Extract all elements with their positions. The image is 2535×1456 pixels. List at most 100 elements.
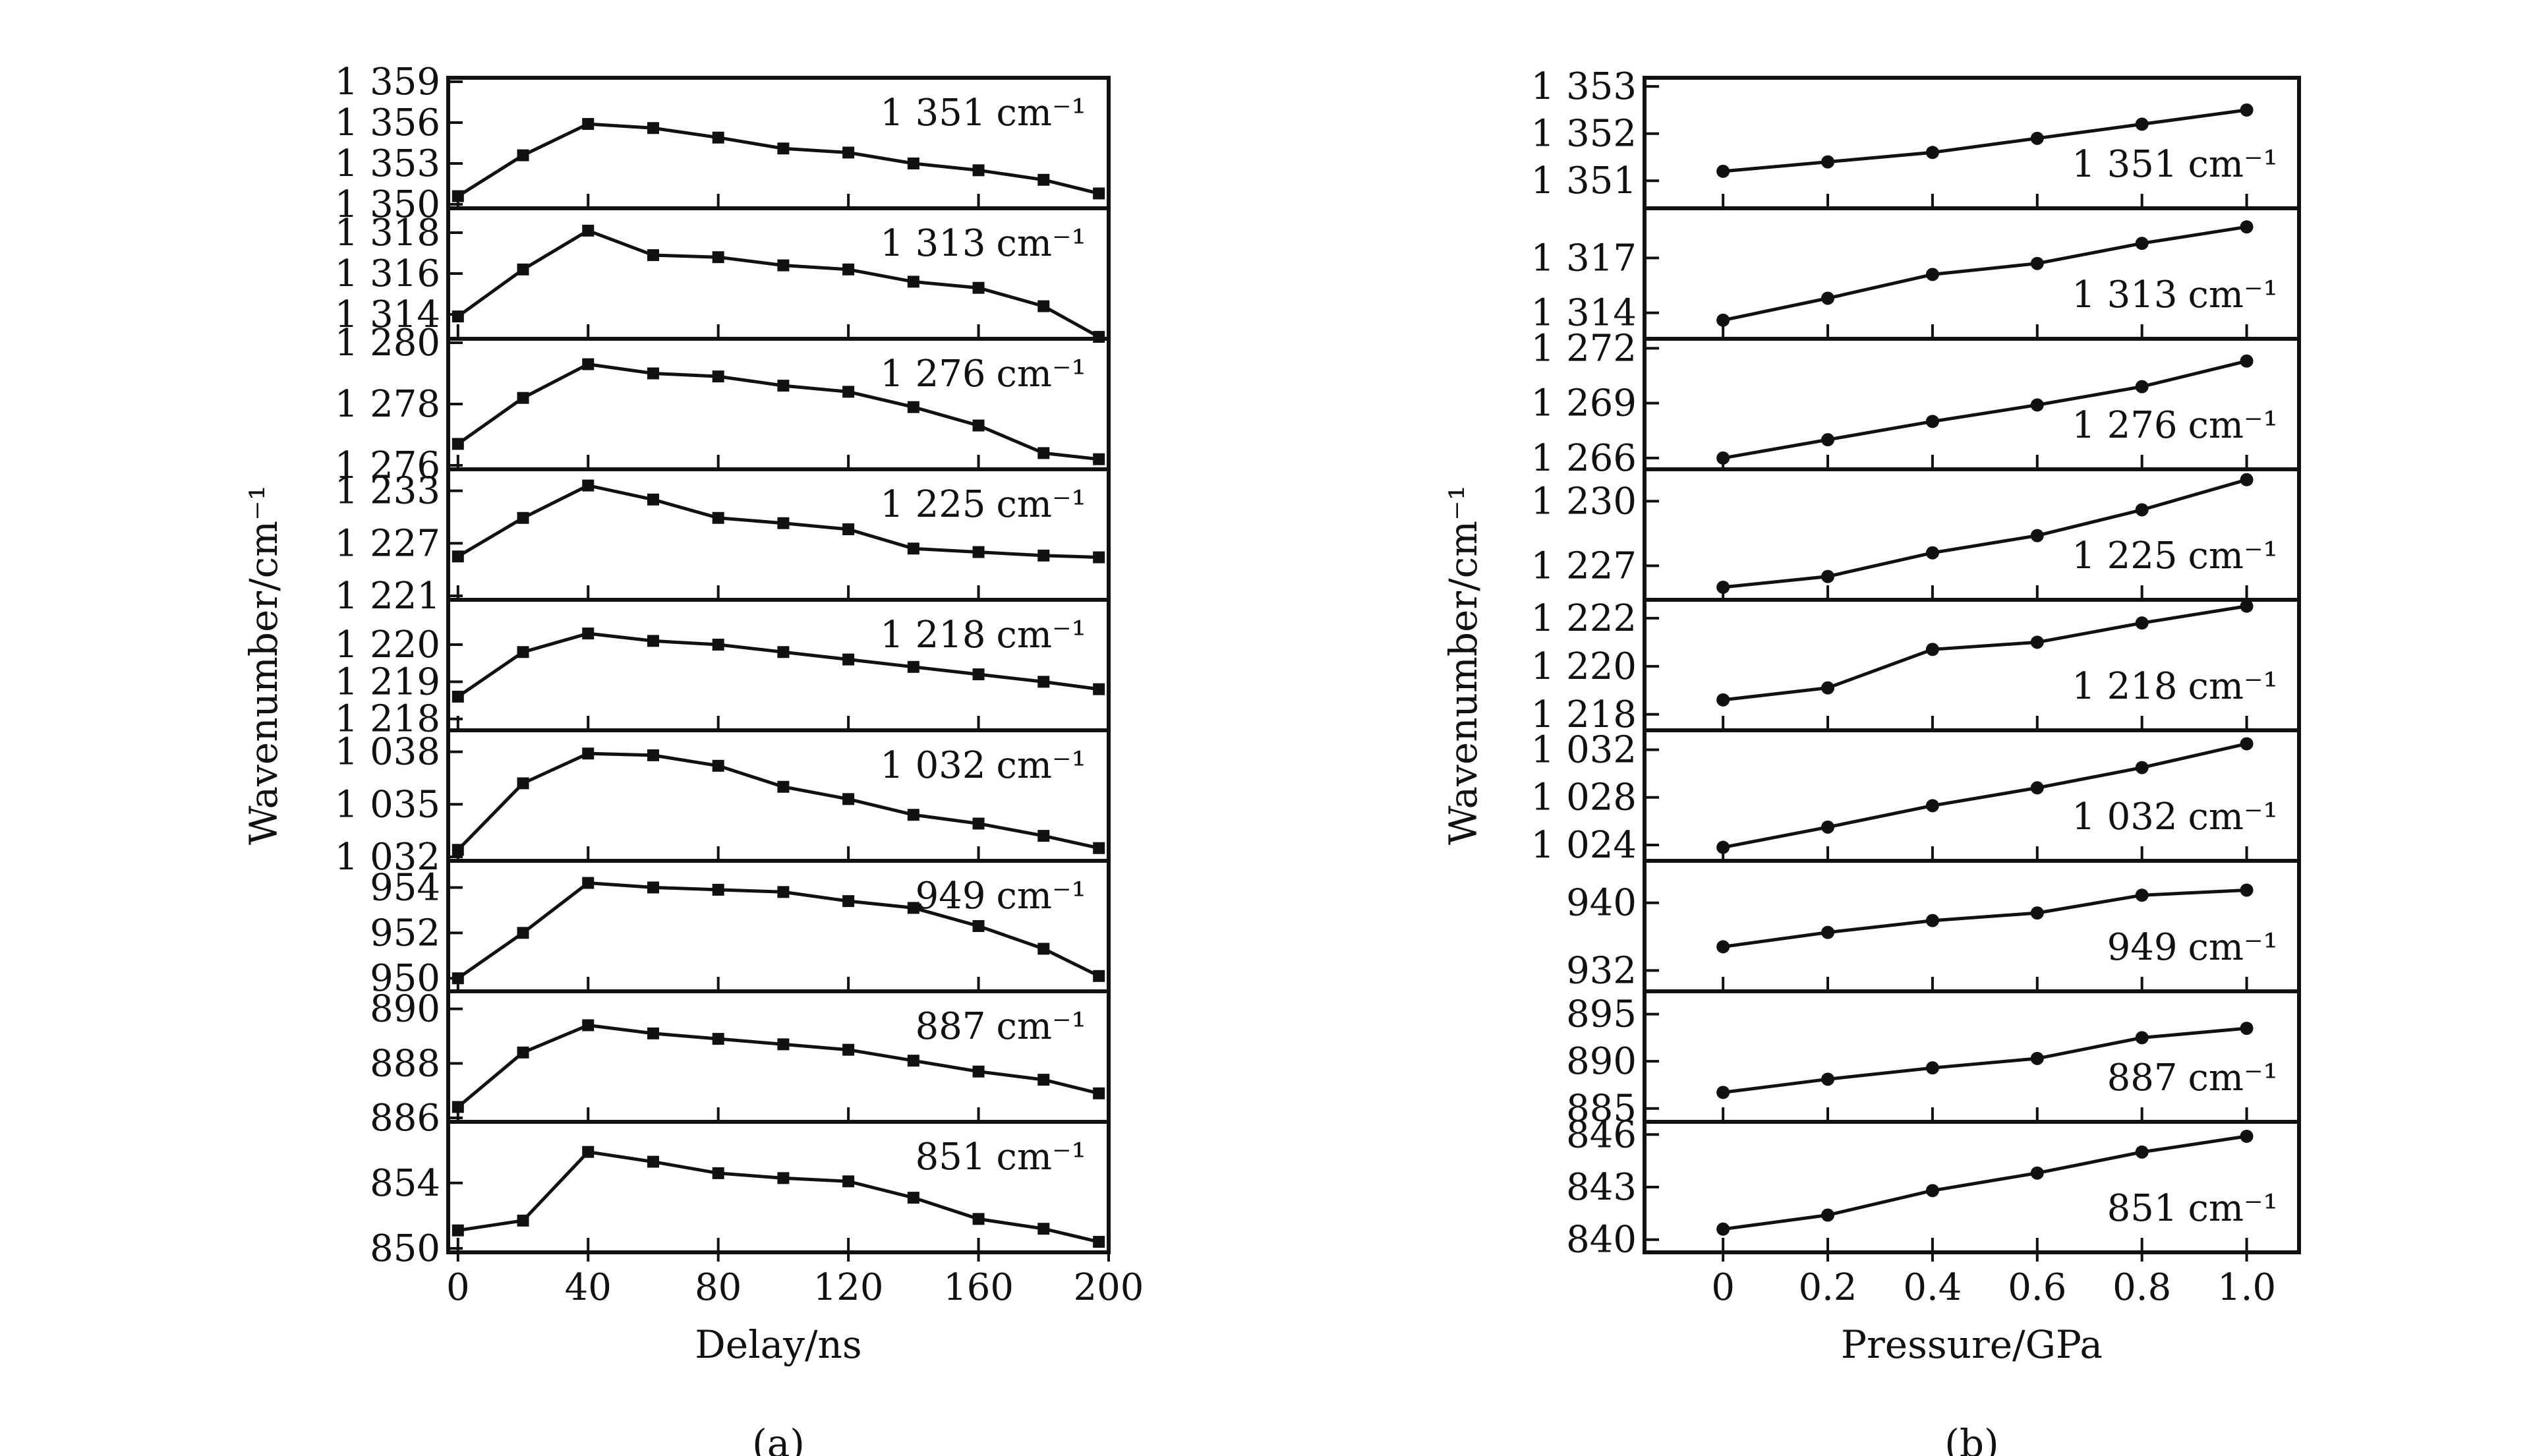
data-point	[1093, 1236, 1105, 1248]
band-label: 1 351 cm⁻¹	[2072, 143, 2278, 186]
data-point	[582, 479, 595, 492]
band-label: 1 218 cm⁻¹	[880, 614, 1086, 656]
band-value: 887	[2107, 1057, 2178, 1099]
band-label: 1 032 cm⁻¹	[2072, 796, 2278, 838]
data-point	[1925, 415, 1939, 428]
data-point	[972, 1065, 985, 1078]
data-point	[712, 370, 724, 383]
x-tick-label: 0.2	[1799, 1266, 1857, 1309]
band-unit: cm⁻¹	[997, 353, 1086, 395]
band-unit: cm⁻¹	[2188, 796, 2278, 838]
band-label: 949 cm⁻¹	[2107, 926, 2278, 969]
data-point	[452, 438, 464, 450]
band-value: 1 225	[880, 483, 985, 526]
data-point	[842, 1043, 855, 1056]
band-label: 1 276 cm⁻¹	[2072, 404, 2278, 447]
data-point	[777, 380, 790, 392]
y-tick-label: 885	[1566, 1088, 1637, 1130]
data-point	[842, 895, 855, 908]
data-point	[842, 653, 855, 666]
data-point	[1037, 1074, 1050, 1086]
y-tick-label: 1 221	[335, 575, 440, 618]
data-point	[842, 386, 855, 398]
y-tick-label: 840	[1566, 1219, 1637, 1262]
y-tick-label: 1 353	[1531, 65, 1637, 108]
data-point	[647, 635, 659, 647]
x-tick-label: 0	[1711, 1266, 1735, 1309]
data-point	[972, 668, 985, 681]
y-tick-label: 950	[370, 957, 440, 1000]
data-point	[907, 401, 919, 413]
data-point	[972, 1213, 985, 1225]
data-point	[2030, 529, 2044, 542]
data-point	[1093, 842, 1105, 854]
panel-2: 1 276 1 278 1 280 1 276 cm⁻¹	[335, 322, 1111, 487]
y-tick-label: 1 352	[1531, 113, 1637, 156]
band-value: 949	[916, 875, 986, 917]
data-point	[2135, 117, 2149, 131]
data-point	[972, 546, 985, 558]
band-value: 1 351	[880, 92, 985, 134]
y-tick-label: 1 314	[1531, 292, 1637, 335]
band-label: 1 225 cm⁻¹	[880, 483, 1086, 526]
data-point	[452, 690, 464, 703]
data-point	[2240, 1129, 2254, 1143]
data-point	[842, 793, 855, 805]
series-line	[1722, 359, 2248, 460]
y-tick-label: 1 314	[335, 293, 440, 336]
data-point	[842, 146, 855, 159]
band-label: 1 276 cm⁻¹	[880, 353, 1086, 395]
data-point	[907, 542, 919, 555]
data-point	[777, 886, 790, 898]
data-point	[2030, 256, 2044, 270]
y-tick-label: 1 024	[1531, 824, 1637, 867]
data-point	[1821, 433, 1835, 447]
data-point	[972, 817, 985, 830]
band-value: 1 313	[2072, 274, 2177, 316]
data-point	[647, 881, 659, 894]
band-unit: cm⁻¹	[997, 744, 1086, 787]
data-point	[777, 1038, 790, 1051]
data-point	[1037, 173, 1050, 186]
panel-8: 850 854 851 cm⁻¹	[370, 1120, 1111, 1270]
band-value: 1 032	[880, 744, 985, 787]
y-tick-label: 854	[370, 1162, 440, 1205]
series-line	[1722, 604, 2247, 702]
band-label: 887 cm⁻¹	[2107, 1057, 2278, 1099]
data-point	[517, 263, 529, 276]
data-point	[2135, 1145, 2149, 1159]
y-tick-label: 843	[1566, 1166, 1637, 1209]
data-point	[647, 122, 659, 134]
y-tick-label: 1 028	[1531, 776, 1637, 819]
data-point	[2030, 131, 2044, 145]
data-point	[1716, 164, 1730, 178]
panel-3: 1 221 1 227 1 233 1 225 cm⁻¹	[335, 467, 1111, 618]
band-label: 1 313 cm⁻¹	[2072, 274, 2278, 316]
x-tick-label: 0.4	[1903, 1266, 1962, 1309]
x-tick-label: 1.0	[2217, 1266, 2276, 1309]
data-point	[1093, 1087, 1105, 1099]
y-tick-label: 1 218	[1531, 693, 1637, 736]
data-point	[452, 1101, 464, 1113]
data-point	[517, 1046, 529, 1059]
data-point	[1037, 676, 1050, 688]
band-unit: cm⁻¹	[2188, 926, 2278, 969]
data-point	[517, 646, 529, 658]
data-point	[1093, 551, 1105, 564]
data-point	[2135, 888, 2149, 902]
data-point	[972, 164, 985, 177]
data-point	[452, 550, 464, 563]
data-point	[972, 920, 985, 932]
band-value: 887	[916, 1005, 986, 1048]
band-unit: cm⁻¹	[997, 875, 1086, 917]
data-point	[777, 142, 790, 155]
data-point	[1821, 925, 1835, 939]
y-tick-label: 1 227	[1531, 544, 1637, 587]
band-unit: cm⁻¹	[997, 1136, 1086, 1179]
data-point	[1716, 451, 1730, 465]
y-tick-label: 895	[1566, 993, 1637, 1036]
data-point	[2240, 354, 2254, 368]
